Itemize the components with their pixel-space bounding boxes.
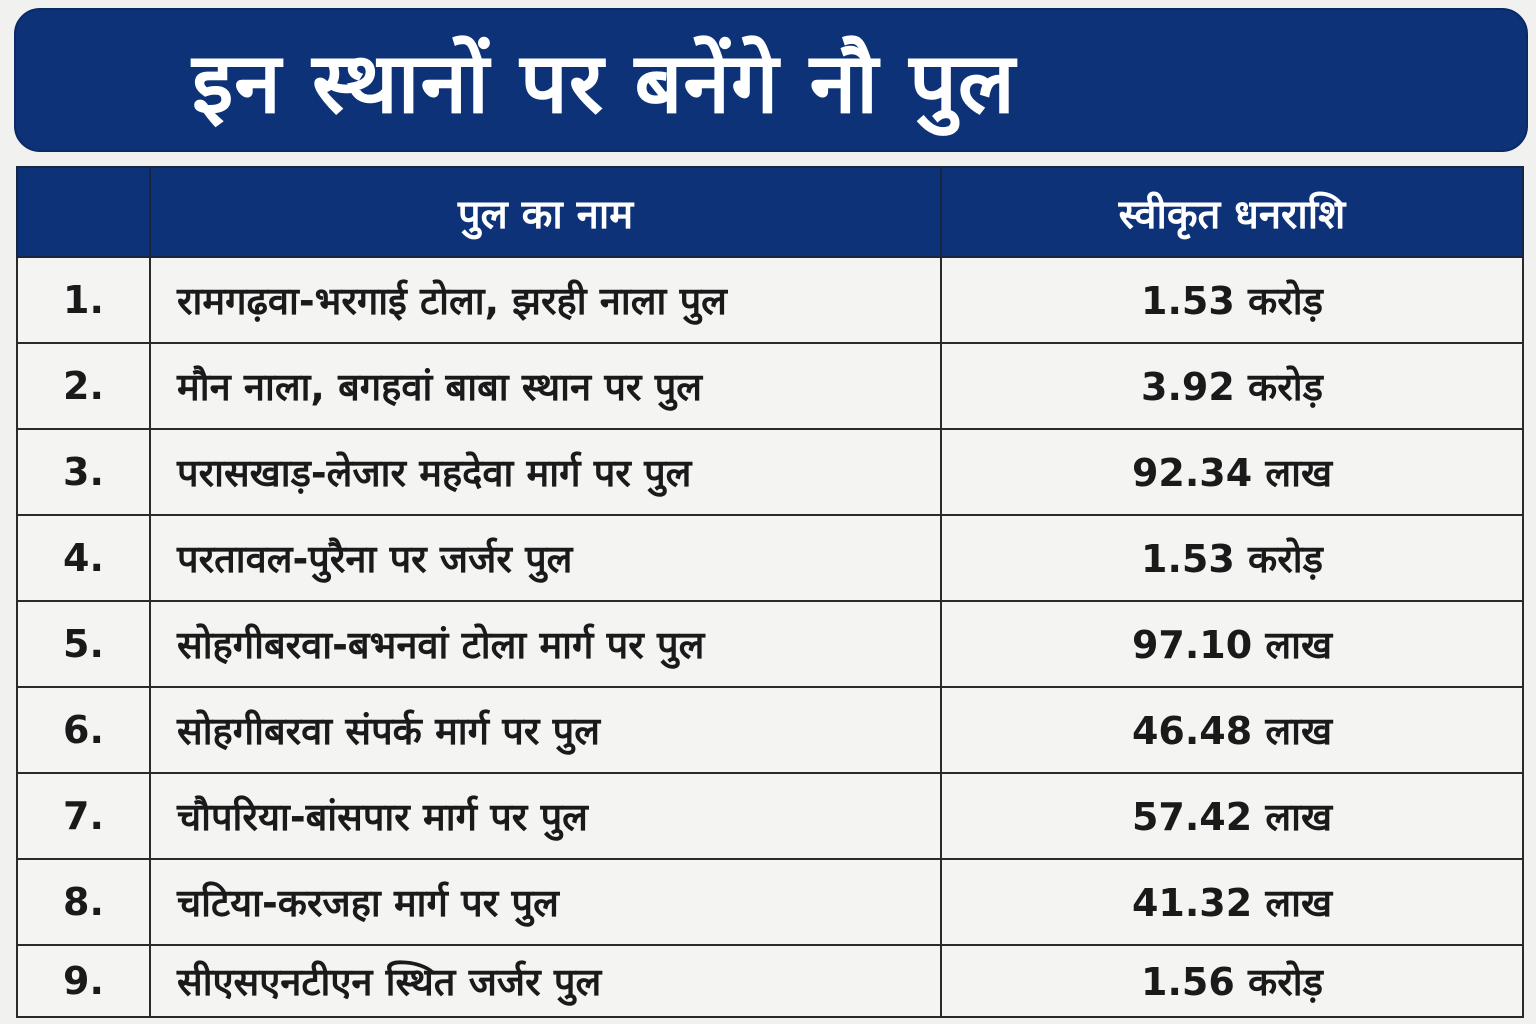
table-row: 5. सोहगीबरवा-बभनवां टोला मार्ग पर पुल 97… xyxy=(16,600,1524,688)
table-header-row: पुल का नाम स्वीकृत धनराशि xyxy=(16,166,1524,258)
row-amount: 41.32 लाख xyxy=(940,858,1524,946)
table-row: 9. सीएसएनटीएन स्थित जर्जर पुल 1.56 करोड़ xyxy=(16,944,1524,1018)
row-serial: 1. xyxy=(16,256,151,344)
header-serial xyxy=(16,166,151,258)
table-row: 4. परतावल-पुरैना पर जर्जर पुल 1.53 करोड़ xyxy=(16,514,1524,602)
row-bridge-name: मौन नाला, बगहवां बाबा स्थान पर पुल xyxy=(149,342,942,430)
row-bridge-name: सीएसएनटीएन स्थित जर्जर पुल xyxy=(149,944,942,1018)
header-bridge-name: पुल का नाम xyxy=(149,166,942,258)
table-row: 3. परासखाड़-लेजार महदेवा मार्ग पर पुल 92… xyxy=(16,428,1524,516)
row-serial: 6. xyxy=(16,686,151,774)
row-bridge-name: चौपरिया-बांसपार मार्ग पर पुल xyxy=(149,772,942,860)
row-serial: 8. xyxy=(16,858,151,946)
row-amount: 3.92 करोड़ xyxy=(940,342,1524,430)
row-serial: 3. xyxy=(16,428,151,516)
row-serial: 5. xyxy=(16,600,151,688)
row-amount: 1.56 करोड़ xyxy=(940,944,1524,1018)
row-amount: 1.53 करोड़ xyxy=(940,256,1524,344)
row-amount: 92.34 लाख xyxy=(940,428,1524,516)
header-sanctioned-amount: स्वीकृत धनराशि xyxy=(940,166,1524,258)
row-bridge-name: सोहगीबरवा-बभनवां टोला मार्ग पर पुल xyxy=(149,600,942,688)
table-row: 2. मौन नाला, बगहवां बाबा स्थान पर पुल 3.… xyxy=(16,342,1524,430)
row-bridge-name: रामगढ़वा-भरगाई टोला, झरही नाला पुल xyxy=(149,256,942,344)
row-amount: 97.10 लाख xyxy=(940,600,1524,688)
bridges-table: पुल का नाम स्वीकृत धनराशि 1. रामगढ़वा-भर… xyxy=(16,166,1524,1018)
row-serial: 4. xyxy=(16,514,151,602)
title-banner: इन स्थानों पर बनेंगे नौ पुल xyxy=(14,8,1528,152)
row-serial: 9. xyxy=(16,944,151,1018)
row-bridge-name: परतावल-पुरैना पर जर्जर पुल xyxy=(149,514,942,602)
table-row: 6. सोहगीबरवा संपर्क मार्ग पर पुल 46.48 ल… xyxy=(16,686,1524,774)
page-title: इन स्थानों पर बनेंगे नौ पुल xyxy=(192,34,1016,132)
table-row: 1. रामगढ़वा-भरगाई टोला, झरही नाला पुल 1.… xyxy=(16,256,1524,344)
row-serial: 7. xyxy=(16,772,151,860)
row-bridge-name: परासखाड़-लेजार महदेवा मार्ग पर पुल xyxy=(149,428,942,516)
row-bridge-name: चटिया-करजहा मार्ग पर पुल xyxy=(149,858,942,946)
table-row: 7. चौपरिया-बांसपार मार्ग पर पुल 57.42 ला… xyxy=(16,772,1524,860)
row-amount: 57.42 लाख xyxy=(940,772,1524,860)
row-bridge-name: सोहगीबरवा संपर्क मार्ग पर पुल xyxy=(149,686,942,774)
row-amount: 1.53 करोड़ xyxy=(940,514,1524,602)
table-row: 8. चटिया-करजहा मार्ग पर पुल 41.32 लाख xyxy=(16,858,1524,946)
row-amount: 46.48 लाख xyxy=(940,686,1524,774)
row-serial: 2. xyxy=(16,342,151,430)
